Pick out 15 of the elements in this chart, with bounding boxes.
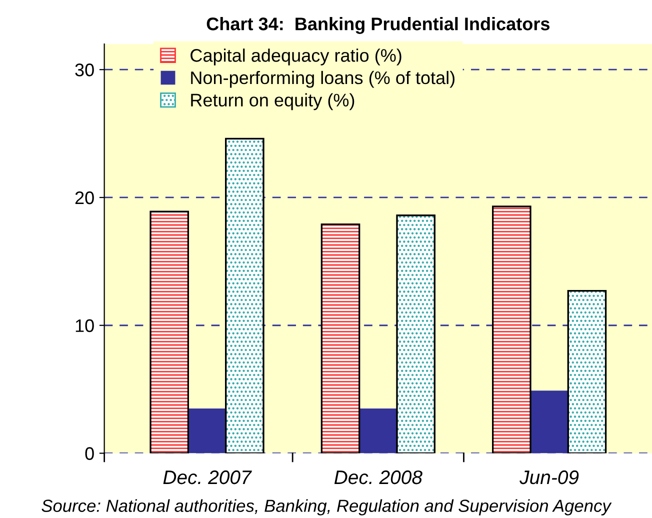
y-tick-label: 10 [76, 319, 94, 332]
chart-title: Chart 34: Banking Prudential Indicators [206, 17, 550, 34]
y-tick-label: 0 [85, 447, 94, 460]
x-tick-label: Dec. 2007 [163, 470, 252, 484]
bar [359, 408, 397, 454]
y-tick-label: 20 [75, 191, 94, 204]
source-note: Source: National authorities, Banking, Regulation and Supervision Agency [42, 499, 612, 516]
bar [530, 390, 568, 454]
x-tick-label: Jun-09 [520, 470, 579, 484]
legend-label: Capital adequacy ratio (%) [190, 48, 402, 66]
legend-label: Non-performing loans (% of total) [191, 70, 454, 88]
legend-label: Return on equity (%) [191, 93, 354, 110]
y-tick-label: 30 [75, 64, 94, 76]
x-tick-label: Dec. 2008 [334, 470, 422, 484]
bar [188, 408, 226, 454]
